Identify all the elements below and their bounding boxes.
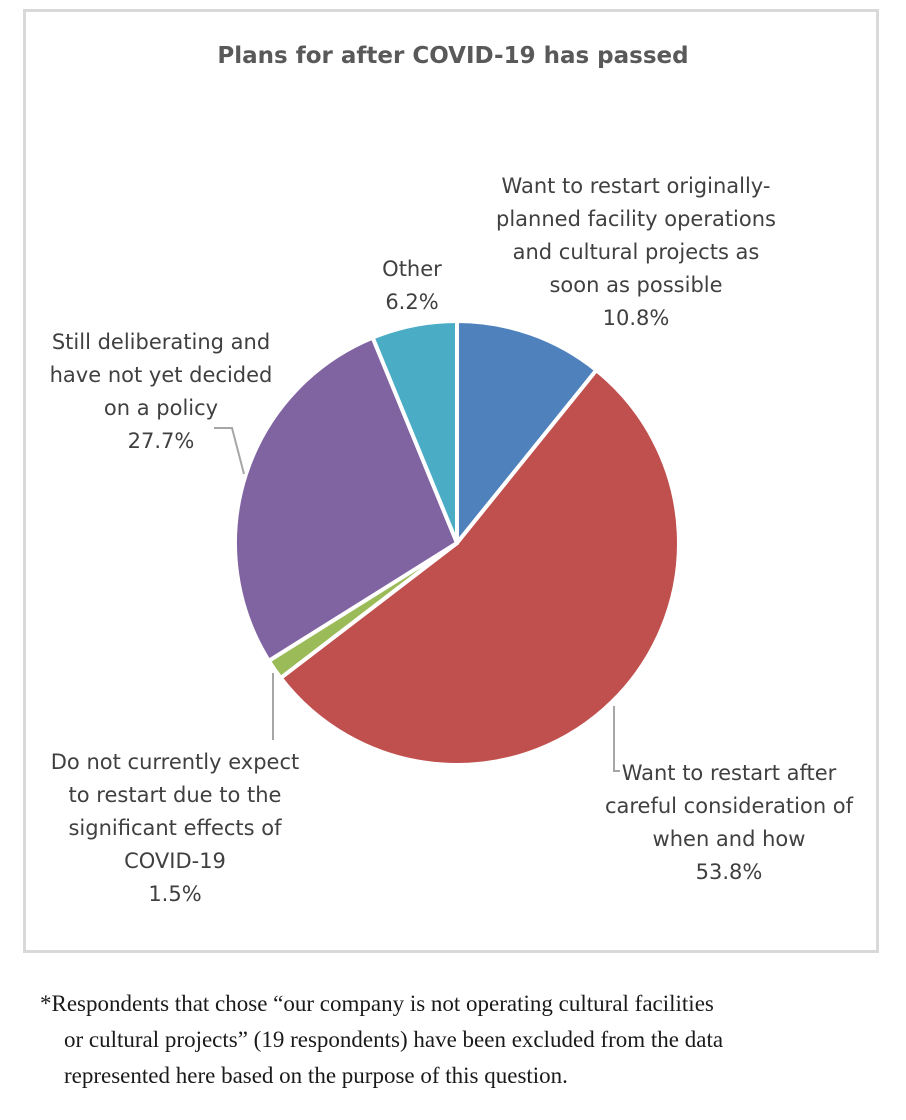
- pie-slice-1: [278, 368, 681, 767]
- slice-label-line: Do not currently expect: [51, 750, 299, 774]
- slice-value-label: 1.5%: [148, 882, 201, 906]
- slice-label-line: Want to restart after: [622, 761, 837, 785]
- pie-slice-0: [455, 319, 599, 545]
- leader-line-deliberating: [214, 427, 245, 475]
- slice-label-1: Want to restart after careful considerati…: [605, 761, 854, 884]
- slice-label-line: careful consideration of: [605, 794, 854, 818]
- leader-lines: [214, 427, 620, 772]
- slice-label-line: when and how: [653, 827, 806, 851]
- slice-label-0: Want to restart originally-planned facil…: [496, 174, 776, 330]
- footnote-line: represented here based on the purpose of…: [64, 1063, 568, 1088]
- slice-label-line: soon as possible: [549, 273, 722, 297]
- footnote-line: *Respondents that chose “our company is …: [40, 991, 714, 1016]
- slice-label-line: planned facility operations: [496, 207, 776, 231]
- slice-value-label: 53.8%: [696, 860, 763, 884]
- slice-label-line: Want to restart originally-: [502, 174, 771, 198]
- slice-label-line: Other: [382, 257, 442, 281]
- slice-label-line: and cultural projects as: [513, 240, 760, 264]
- slice-label-line: on a policy: [104, 396, 218, 420]
- pie-slice-3: [233, 335, 459, 663]
- slice-label-3: Still deliberating and have not yet decid…: [50, 330, 273, 453]
- footnote-line: or cultural projects” (19 respondents) h…: [64, 1027, 724, 1052]
- slice-label-line: Still deliberating and: [52, 330, 270, 354]
- pie-chart: Plans for after COVID-19 has passed Want…: [50, 43, 854, 906]
- slice-label-line: have not yet decided: [50, 363, 273, 387]
- slice-label-line: COVID-19: [124, 849, 226, 873]
- slice-label-line: to restart due to the: [69, 783, 282, 807]
- pie-slice-4: [370, 319, 459, 545]
- slice-value-label: 27.7%: [128, 429, 195, 453]
- slice-value-label: 10.8%: [603, 306, 670, 330]
- chart-title: Plans for after COVID-19 has passed: [217, 43, 688, 69]
- slice-label-line: significant effects of: [68, 816, 282, 840]
- pie-slices: [233, 319, 681, 767]
- slice-value-label: 6.2%: [385, 290, 438, 314]
- slice-labels: Want to restart originally-planned facil…: [50, 174, 854, 906]
- slice-label-4: Other 6.2%: [382, 257, 442, 314]
- leader-line-careful: [613, 706, 620, 772]
- footnote: *Respondents that chose “our company is …: [40, 986, 880, 1094]
- slice-label-2: Do not currently expect to restart due to…: [51, 750, 299, 906]
